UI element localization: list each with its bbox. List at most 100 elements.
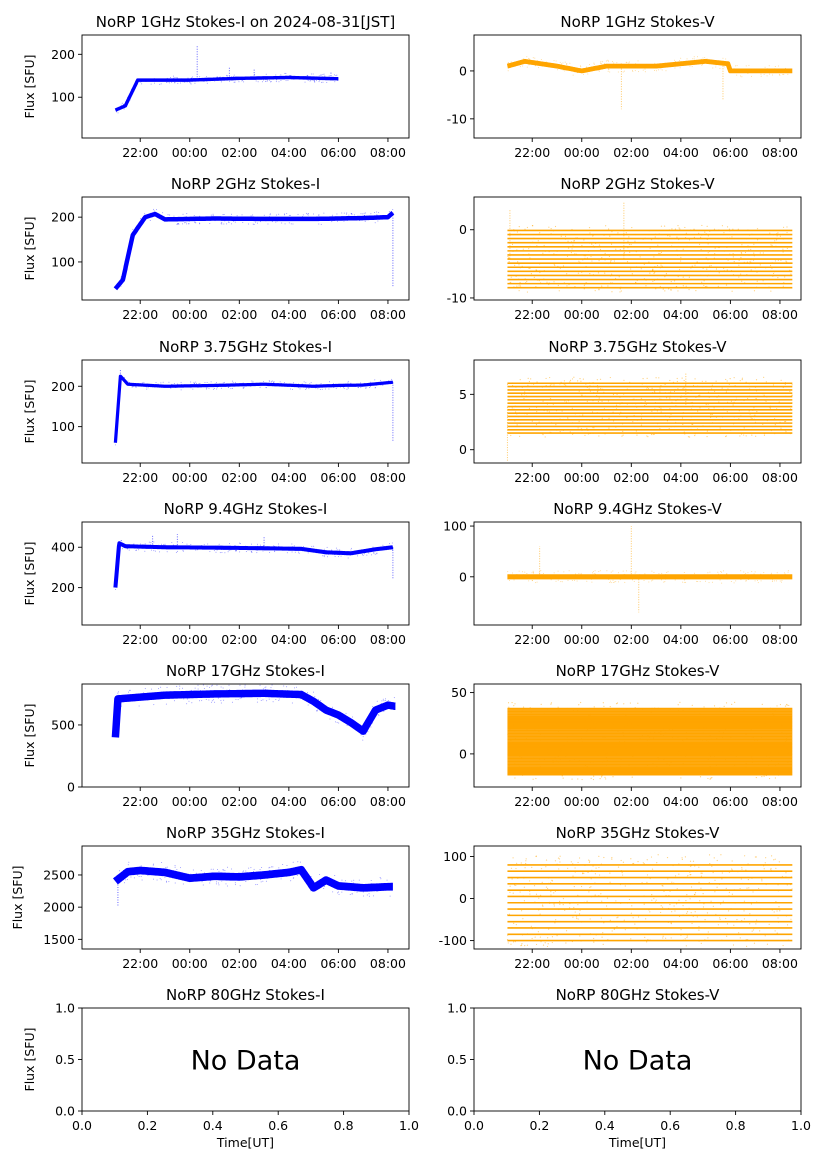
data-point — [521, 943, 523, 945]
data-point — [531, 928, 533, 930]
data-point — [605, 778, 607, 780]
data-point — [670, 391, 672, 393]
data-point — [751, 756, 753, 758]
data-point — [668, 745, 671, 747]
data-point — [622, 712, 624, 714]
data-point — [319, 873, 321, 875]
data-point — [626, 902, 629, 904]
data-point — [243, 220, 245, 222]
data-point — [183, 78, 185, 80]
data-point — [557, 728, 559, 730]
data-point — [598, 288, 600, 290]
data-point — [601, 927, 603, 929]
data-point — [555, 580, 557, 582]
data-point — [206, 879, 208, 881]
data-point — [348, 553, 350, 555]
data-point — [698, 232, 700, 234]
x-tick-label: 00:00 — [564, 632, 600, 647]
data-point — [771, 244, 773, 246]
data-point — [605, 765, 608, 767]
data-point — [673, 390, 676, 393]
data-point — [280, 80, 282, 82]
data-point — [669, 764, 671, 767]
data-point — [312, 219, 314, 221]
data-point — [293, 382, 295, 384]
data-point — [676, 254, 679, 256]
data-point — [295, 218, 297, 220]
data-point — [310, 876, 312, 878]
data-point — [719, 721, 721, 723]
data-point — [386, 879, 388, 881]
data-point — [155, 381, 157, 383]
data-point — [674, 61, 676, 63]
data-point — [711, 865, 713, 867]
data-point — [591, 411, 594, 413]
data-point — [511, 385, 514, 387]
data-point — [774, 418, 776, 420]
data-point — [623, 393, 625, 395]
data-point — [215, 883, 217, 885]
data-point — [665, 731, 667, 733]
data-point — [548, 388, 550, 391]
data-point — [130, 245, 132, 247]
data-point — [582, 872, 584, 874]
data-point — [512, 742, 514, 744]
data-point — [529, 893, 531, 895]
y-tick-label: 0 — [459, 746, 467, 761]
data-point — [272, 875, 274, 877]
data-point — [177, 694, 179, 696]
data-point — [764, 386, 766, 388]
data-point — [116, 877, 118, 879]
x-tick-label: 04:00 — [663, 632, 699, 647]
data-point — [726, 935, 728, 937]
data-point — [742, 577, 744, 579]
data-point — [607, 262, 610, 265]
data-point — [608, 417, 610, 420]
data-point — [275, 79, 277, 81]
data-point — [231, 868, 233, 870]
data-point — [309, 80, 311, 82]
data-point — [381, 707, 383, 709]
data-point — [509, 65, 511, 67]
data-point — [201, 545, 203, 547]
data-point — [734, 701, 736, 703]
data-point — [524, 278, 526, 280]
data-point — [700, 58, 702, 60]
data-point — [731, 703, 733, 706]
data-point — [736, 74, 738, 76]
data-point — [593, 62, 595, 64]
data-point — [787, 422, 789, 424]
data-point — [604, 63, 606, 65]
data-point — [278, 81, 280, 83]
data-point — [549, 376, 551, 379]
data-point — [665, 937, 667, 939]
data-point — [654, 67, 656, 69]
data-point — [306, 387, 308, 389]
series-points — [111, 684, 399, 741]
data-point — [291, 702, 293, 704]
data-point — [232, 385, 234, 387]
data-point — [234, 221, 236, 223]
data-point — [382, 384, 384, 386]
data-point — [582, 767, 584, 769]
data-point — [218, 77, 220, 79]
data-point — [613, 418, 616, 421]
data-point — [291, 551, 293, 553]
data-point — [688, 907, 690, 909]
data-point — [630, 716, 632, 718]
series-points — [507, 701, 793, 781]
data-point — [778, 861, 780, 863]
data-point — [377, 714, 379, 716]
data-point — [780, 577, 782, 579]
data-point — [169, 695, 171, 697]
data-point — [690, 401, 692, 404]
data-point — [531, 937, 533, 940]
data-point — [182, 550, 184, 552]
data-point — [234, 381, 236, 383]
data-point — [704, 575, 706, 577]
data-point — [644, 71, 646, 73]
data-point — [289, 74, 291, 76]
data-point — [680, 396, 682, 399]
data-point — [691, 66, 693, 68]
data-point — [293, 76, 295, 78]
